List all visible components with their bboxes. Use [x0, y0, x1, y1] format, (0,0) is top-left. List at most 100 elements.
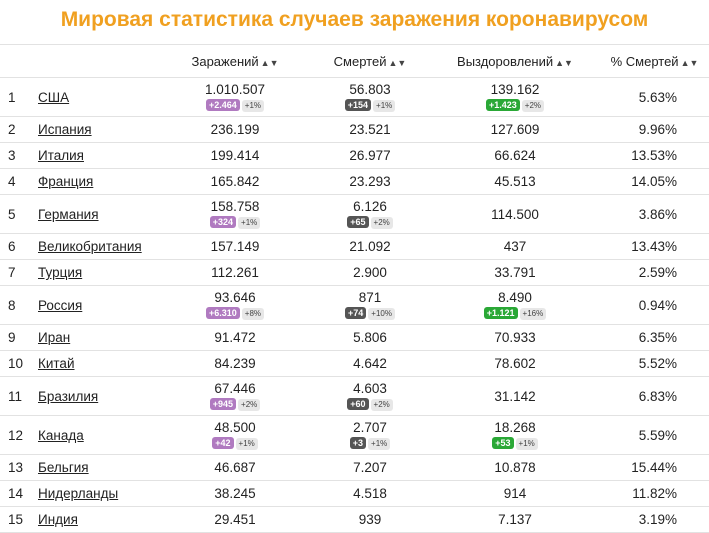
deaths-cell: 4.603 +60 +2% — [310, 376, 430, 416]
recovered-cell: 31.142 — [430, 376, 600, 416]
page-title: Мировая статистика случаев заражения кор… — [60, 8, 649, 31]
recovered-cell: 914 — [430, 480, 600, 507]
infections-value: 91.472 — [214, 330, 256, 345]
rank: 8 — [8, 297, 16, 313]
rank-cell: 7 — [0, 259, 30, 286]
recovered-value: 45.513 — [494, 174, 536, 189]
header-death-percent[interactable]: % Смертей ▲▼ — [600, 44, 709, 78]
deaths-value: 939 — [358, 512, 382, 527]
header-infections[interactable]: Заражений ▲▼ — [160, 44, 310, 78]
deaths-cell: 21.092 — [310, 233, 430, 260]
country-cell: Нидерланды — [30, 480, 160, 507]
death-percent-cell: 5.52% — [600, 350, 709, 377]
infections-value: 48.500 — [214, 420, 256, 435]
recovered-value: 18.268 — [494, 420, 536, 435]
rank-cell: 9 — [0, 324, 30, 351]
recovered-cell: 114.500 — [430, 194, 600, 234]
infections-delta-badge: +945 — [209, 398, 237, 410]
recovered-value: 914 — [503, 486, 527, 501]
country-cell: Турция — [30, 259, 160, 286]
recovered-cell: 66.624 — [430, 142, 600, 169]
infections-cell: 93.646 +6.310 +8% — [160, 285, 310, 325]
table-row: 3 Италия 199.414 26.977 66.624 13.53% — [0, 142, 709, 169]
country-cell: Иран — [30, 324, 160, 351]
recovered-cell: 70.933 — [430, 324, 600, 351]
rank-cell: 14 — [0, 480, 30, 507]
deaths-value: 4.603 — [353, 381, 387, 396]
infections-cell: 236.199 — [160, 116, 310, 143]
infections-cell: 48.500 +42 +1% — [160, 415, 310, 455]
infections-cell: 46.687 — [160, 454, 310, 481]
deaths-cell: 23.293 — [310, 168, 430, 195]
rank-cell: 11 — [0, 376, 30, 416]
deaths-delta-badge: +60 — [347, 398, 369, 410]
recovered-value: 114.500 — [491, 206, 539, 222]
recovered-value: 127.609 — [490, 122, 540, 137]
rank: 15 — [8, 512, 24, 527]
header-deaths[interactable]: Смертей ▲▼ — [310, 44, 430, 78]
infections-value: 165.842 — [210, 174, 260, 189]
sort-icon[interactable]: ▲▼ — [388, 57, 407, 68]
infections-cell: 165.842 — [160, 168, 310, 195]
rank: 13 — [8, 460, 24, 475]
country-link[interactable]: Нидерланды — [38, 486, 119, 501]
country-link[interactable]: Россия — [38, 297, 83, 313]
country-link[interactable]: Иран — [38, 330, 71, 345]
table-row: 9 Иран 91.472 5.806 70.933 6.35% — [0, 324, 709, 351]
recovered-value: 31.142 — [494, 388, 536, 404]
death-percent-cell: 15.44% — [600, 454, 709, 481]
rank: 6 — [8, 239, 16, 254]
infections-cell: 112.261 — [160, 259, 310, 286]
sort-icon[interactable]: ▲▼ — [555, 57, 573, 68]
infections-value: 46.687 — [214, 460, 256, 475]
table-row: 4 Франция 165.842 23.293 45.513 14.05% — [0, 168, 709, 195]
country-link[interactable]: Бразилия — [38, 388, 99, 404]
rank-cell: 12 — [0, 415, 30, 455]
death-percent-cell: 11.82% — [600, 480, 709, 507]
rank: 12 — [8, 427, 24, 443]
sort-icon[interactable]: ▲▼ — [680, 57, 699, 68]
infections-delta-percent: +8% — [241, 308, 264, 320]
deaths-value: 2.900 — [353, 265, 387, 280]
country-link[interactable]: Германия — [38, 206, 99, 222]
deaths-value: 4.642 — [353, 356, 387, 371]
table-row: 6 Великобритания 157.149 21.092 437 13.43% — [0, 233, 709, 260]
recovered-value: 66.624 — [494, 148, 536, 163]
infections-value: 236.199 — [210, 122, 260, 137]
recovered-value: 7.137 — [498, 512, 532, 527]
deaths-value: 26.977 — [349, 148, 391, 163]
recovered-delta-badge: +53 — [492, 437, 514, 449]
country-link[interactable]: Великобритания — [38, 239, 142, 254]
country-link[interactable]: Италия — [38, 148, 84, 163]
rank-cell: 10 — [0, 350, 30, 377]
country-link[interactable]: Китай — [38, 356, 75, 371]
rank: 14 — [8, 486, 24, 501]
country-cell: Китай — [30, 350, 160, 377]
rank: 3 — [8, 148, 16, 163]
death-percent: 6.83% — [638, 388, 677, 404]
infections-value: 38.245 — [214, 486, 256, 501]
table-row: 11 Бразилия 67.446 +945 +2% 4.603 +60 +2% 31.142… — [0, 376, 709, 416]
country-link[interactable]: Турция — [38, 265, 83, 280]
country-link[interactable]: Бельгия — [38, 460, 89, 475]
country-link[interactable]: США — [38, 89, 70, 105]
country-link[interactable]: Индия — [38, 512, 78, 527]
death-percent: 5.52% — [638, 356, 677, 371]
sort-icon[interactable]: ▲▼ — [260, 57, 279, 68]
death-percent: 2.59% — [638, 265, 677, 280]
country-link[interactable]: Канада — [38, 427, 84, 443]
infections-value: 84.239 — [214, 356, 256, 371]
header-recovered[interactable]: Выздоровлений ▲▼ — [430, 44, 600, 78]
infections-cell: 158.758 +324 +1% — [160, 194, 310, 234]
rank: 4 — [8, 174, 16, 189]
recovered-cell: 10.878 — [430, 454, 600, 481]
death-percent-cell: 3.86% — [600, 194, 709, 234]
deaths-cell: 4.518 — [310, 480, 430, 507]
deaths-value: 2.707 — [353, 420, 387, 435]
recovered-delta-badge: +1.423 — [485, 99, 520, 111]
deaths-cell: 2.707 +3 +1% — [310, 415, 430, 455]
country-link[interactable]: Испания — [38, 122, 92, 137]
country-link[interactable]: Франция — [38, 174, 94, 189]
deaths-value: 5.806 — [353, 330, 387, 345]
death-percent: 13.43% — [631, 239, 677, 254]
